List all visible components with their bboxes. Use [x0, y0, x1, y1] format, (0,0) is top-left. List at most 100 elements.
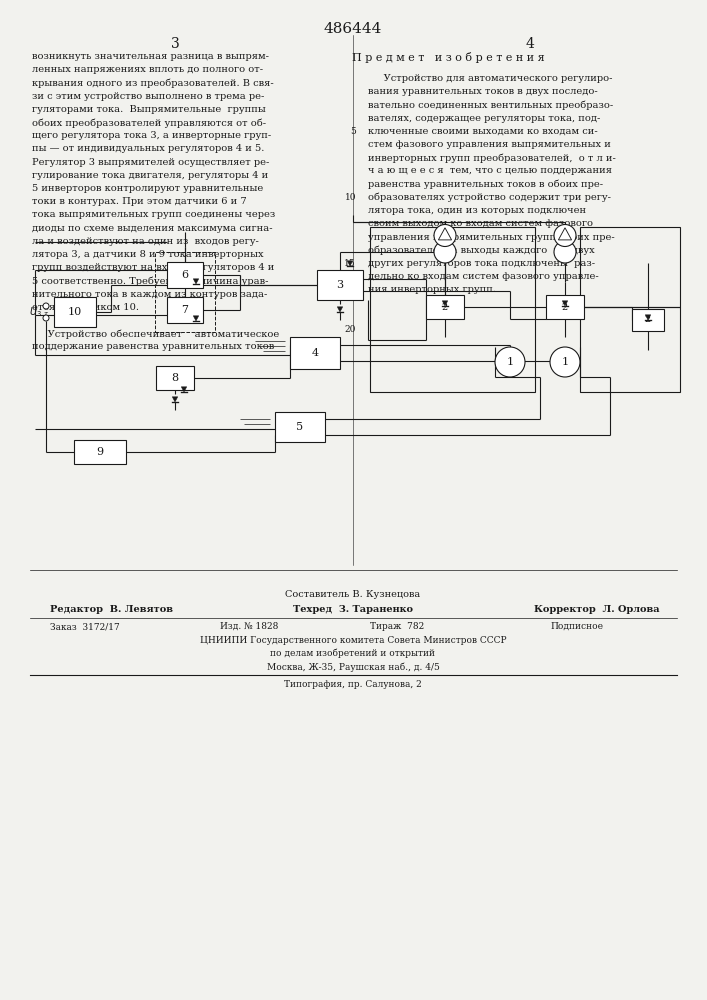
Bar: [290, 337, 340, 369]
Text: диоды по схеме выделения максимума сигна-: диоды по схеме выделения максимума сигна…: [32, 224, 273, 233]
Bar: [546, 295, 584, 319]
Text: Составитель В. Кузнецова: Составитель В. Кузнецова: [286, 590, 421, 599]
Text: Устройство обеспечивает    автоматическое: Устройство обеспечивает автоматическое: [32, 329, 279, 339]
Text: Тираж  782: Тираж 782: [370, 622, 424, 631]
Bar: [426, 295, 464, 319]
Text: 2: 2: [562, 302, 568, 312]
Circle shape: [495, 347, 525, 377]
Bar: [155, 252, 215, 332]
Circle shape: [554, 225, 576, 246]
Text: ключенные своими выходами ко входам си-: ключенные своими выходами ко входам си-: [368, 127, 597, 136]
Text: 4: 4: [525, 37, 534, 51]
Polygon shape: [562, 301, 568, 306]
Text: щего регулятора тока 3, а инверторные груп-: щего регулятора тока 3, а инверторные гр…: [32, 131, 271, 140]
Text: крывания одного из преобразователей. В свя-: крывания одного из преобразователей. В с…: [32, 78, 274, 88]
Text: ется задатчиком 10.: ется задатчиком 10.: [32, 303, 139, 312]
Text: ла и воздействуют на один из  входов регу-: ла и воздействуют на один из входов регу…: [32, 237, 259, 246]
Text: инверторных групп преобразователей,  о т л и-: инверторных групп преобразователей, о т …: [368, 153, 616, 163]
Text: образователях устройство содержит три регу-: образователях устройство содержит три ре…: [368, 193, 611, 202]
Bar: [580, 227, 680, 392]
Text: $U_{3.т}$: $U_{3.т}$: [29, 305, 50, 319]
Text: вания уравнительных токов в двух последо-: вания уравнительных токов в двух последо…: [368, 87, 597, 96]
Bar: [275, 412, 325, 442]
Polygon shape: [193, 316, 199, 321]
Text: 486444: 486444: [324, 22, 382, 36]
Text: Техред  З. Тараненко: Техред З. Тараненко: [293, 605, 413, 614]
Text: своим выходом ко входам систем фазового: своим выходом ко входам систем фазового: [368, 219, 593, 228]
Text: 5 соответственно. Требуемая величина урав-: 5 соответственно. Требуемая величина ура…: [32, 276, 269, 286]
Circle shape: [434, 225, 456, 246]
Bar: [167, 262, 203, 288]
Circle shape: [43, 315, 49, 321]
Text: 5: 5: [350, 127, 356, 136]
Text: по делам изобретений и открытий: по делам изобретений и открытий: [271, 649, 436, 658]
Text: Устройство для автоматического регулиро-: Устройство для автоматического регулиро-: [368, 74, 612, 83]
Text: ленных напряжениях вплоть до полного от-: ленных напряжениях вплоть до полного от-: [32, 65, 263, 74]
Text: дельно ко входам систем фазового управле-: дельно ко входам систем фазового управле…: [368, 272, 599, 281]
Text: Изд. № 1828: Изд. № 1828: [220, 622, 279, 631]
Text: 1: 1: [506, 357, 513, 367]
Text: равенства уравнительных токов в обоих пре-: равенства уравнительных токов в обоих пр…: [368, 180, 603, 189]
Text: Корректор  Л. Орлова: Корректор Л. Орлова: [534, 605, 660, 614]
Text: нительного тока в каждом из контуров зада-: нительного тока в каждом из контуров зад…: [32, 290, 267, 299]
Bar: [156, 366, 194, 390]
Text: 7: 7: [182, 305, 189, 315]
Bar: [74, 440, 126, 464]
Text: ЦНИИПИ Государственного комитета Совета Министров СССР: ЦНИИПИ Государственного комитета Совета …: [199, 636, 506, 645]
Circle shape: [554, 241, 576, 263]
Text: поддержание равенства уравнительных токов: поддержание равенства уравнительных токо…: [32, 342, 274, 351]
Polygon shape: [442, 301, 448, 306]
Text: 4: 4: [312, 348, 319, 358]
Text: 20: 20: [344, 325, 356, 334]
Text: образователей, а выходы каждого  из  двух: образователей, а выходы каждого из двух: [368, 246, 595, 255]
Circle shape: [550, 347, 580, 377]
Bar: [317, 270, 363, 300]
Text: Регулятор 3 выпрямителей осуществляет ре-: Регулятор 3 выпрямителей осуществляет ре…: [32, 158, 269, 167]
Polygon shape: [645, 315, 651, 320]
Circle shape: [434, 241, 456, 263]
Text: 2: 2: [442, 302, 448, 312]
Polygon shape: [347, 261, 353, 266]
Text: 2: 2: [645, 316, 651, 324]
Text: 3: 3: [337, 280, 344, 290]
Bar: [54, 297, 96, 327]
Text: 5: 5: [296, 422, 303, 432]
Text: 5 инверторов контролируют уравнительные: 5 инверторов контролируют уравнительные: [32, 184, 263, 193]
Text: зи с этим устройство выполнено в трема ре-: зи с этим устройство выполнено в трема р…: [32, 92, 264, 101]
Polygon shape: [193, 279, 199, 284]
Text: 10: 10: [68, 307, 82, 317]
Text: тока выпрямительных групп соединены через: тока выпрямительных групп соединены чере…: [32, 210, 275, 219]
Polygon shape: [337, 307, 343, 312]
Text: 3: 3: [170, 37, 180, 51]
Text: лятора 3, а датчики 8 и 9 тока инверторных: лятора 3, а датчики 8 и 9 тока инверторн…: [32, 250, 264, 259]
Text: Москва, Ж-35, Раушская наб., д. 4/5: Москва, Ж-35, Раушская наб., д. 4/5: [267, 662, 440, 672]
Text: Типография, пр. Салунова, 2: Типография, пр. Салунова, 2: [284, 680, 422, 689]
Text: токи в контурах. При этом датчики 6 и 7: токи в контурах. При этом датчики 6 и 7: [32, 197, 247, 206]
Text: 10: 10: [344, 193, 356, 202]
Polygon shape: [173, 397, 177, 402]
Text: лятора тока, один из которых подключен: лятора тока, один из которых подключен: [368, 206, 586, 215]
Text: пы — от индивидуальных регуляторов 4 и 5.: пы — от индивидуальных регуляторов 4 и 5…: [32, 144, 264, 153]
Text: групп воздействуют на входы регуляторов 4 и: групп воздействуют на входы регуляторов …: [32, 263, 274, 272]
Text: Редактор  В. Левятов: Редактор В. Левятов: [50, 605, 173, 614]
Text: вательно соединенных вентильных преобразо-: вательно соединенных вентильных преобраз…: [368, 100, 613, 110]
Bar: [632, 309, 664, 331]
Text: стем фазового управления выпрямительных и: стем фазового управления выпрямительных …: [368, 140, 611, 149]
Text: ния инверторных групп.: ния инверторных групп.: [368, 285, 496, 294]
Text: 9: 9: [96, 447, 103, 457]
Text: 15: 15: [344, 259, 356, 268]
Text: возникнуть значительная разница в выпрям-: возникнуть значительная разница в выпрям…: [32, 52, 269, 61]
Polygon shape: [181, 387, 187, 392]
Text: 8: 8: [171, 373, 179, 383]
Text: гулирование тока двигателя, регуляторы 4 и: гулирование тока двигателя, регуляторы 4…: [32, 171, 268, 180]
Text: ч а ю щ е е с я  тем, что с целью поддержания: ч а ю щ е е с я тем, что с целью поддерж…: [368, 166, 612, 175]
Text: Подписное: Подписное: [550, 622, 603, 631]
Text: управления выпрямительных групп обоих пре-: управления выпрямительных групп обоих пр…: [368, 232, 615, 242]
Bar: [167, 297, 203, 323]
Text: обоих преобразователей управляются от об-: обоих преобразователей управляются от об…: [32, 118, 266, 127]
Bar: [370, 227, 535, 392]
Text: гуляторами тока.  Выпрямительные  группы: гуляторами тока. Выпрямительные группы: [32, 105, 266, 114]
Text: 1: 1: [561, 357, 568, 367]
Text: вателях, содержащее регуляторы тока, под-: вателях, содержащее регуляторы тока, под…: [368, 114, 600, 123]
Circle shape: [43, 303, 49, 309]
